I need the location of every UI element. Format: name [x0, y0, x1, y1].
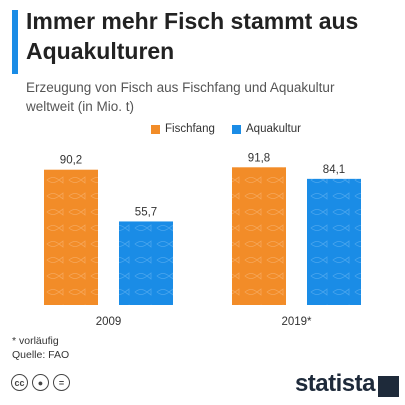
- bar-aquakultur-2019: [307, 178, 361, 305]
- x-tick-label-2009: 2009: [96, 316, 122, 328]
- statista-logo[interactable]: statista: [294, 370, 376, 397]
- footer: cc ● = statista: [0, 366, 405, 405]
- chart-title: Immer mehr Fisch stammt aus Aquakulturen: [26, 8, 359, 64]
- legend-item-aquakultur: Aquakultur: [232, 123, 301, 135]
- legend-swatch-fischfang: [151, 124, 160, 134]
- license-icons: cc ● =: [11, 374, 70, 391]
- legend-label-aquakultur: Aquakultur: [246, 123, 301, 135]
- nd-icon[interactable]: =: [53, 374, 70, 391]
- chart-notes: * vorläufig Quelle: FAO: [12, 334, 69, 362]
- footnote: * vorläufig: [12, 335, 59, 347]
- chart-legend: Fischfang Aquakultur: [0, 123, 405, 139]
- data-label-aquakultur-2019: 84,1: [323, 164, 345, 176]
- bar-chart: 90,2 55,7 2009 91,8 84,1 2019*: [44, 152, 361, 328]
- bar-fischfang-2019: [232, 167, 286, 305]
- data-label-fischfang-2019: 91,8: [248, 152, 270, 164]
- legend-label-fischfang: Fischfang: [165, 123, 215, 135]
- title-accent-bar: [12, 10, 18, 74]
- x-tick-label-2019: 2019*: [281, 316, 312, 328]
- cc-icon[interactable]: cc: [11, 374, 28, 391]
- data-label-aquakultur-2009: 55,7: [135, 206, 157, 218]
- chart-subtitle: Erzeugung von Fisch aus Fischfang und Aq…: [26, 80, 335, 114]
- by-icon[interactable]: ●: [32, 374, 49, 391]
- legend-swatch-aquakultur: [232, 124, 241, 134]
- data-label-fischfang-2009: 90,2: [60, 155, 82, 167]
- bar-fischfang-2009: [44, 169, 98, 305]
- statista-logo-mark: [378, 376, 399, 397]
- bar-aquakultur-2009: [119, 221, 173, 305]
- source-note: Quelle: FAO: [12, 349, 70, 361]
- legend-item-fischfang: Fischfang: [151, 123, 215, 135]
